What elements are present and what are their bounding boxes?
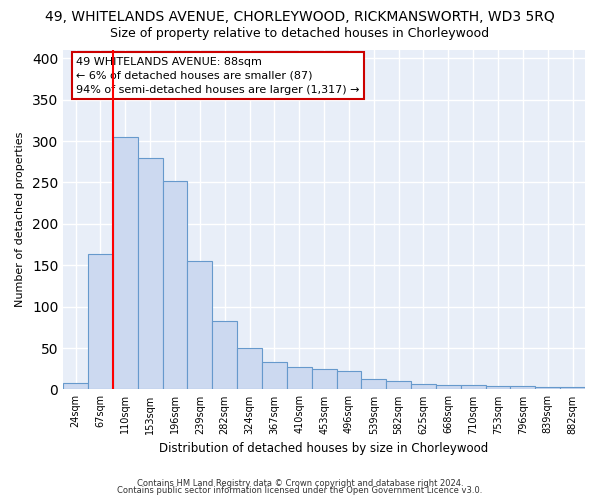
Bar xyxy=(212,320,237,390)
Bar xyxy=(485,386,511,390)
Bar xyxy=(287,367,311,390)
Bar xyxy=(461,386,485,390)
Y-axis label: Number of detached properties: Number of detached properties xyxy=(15,132,25,308)
Bar xyxy=(337,371,361,390)
Text: Contains public sector information licensed under the Open Government Licence v3: Contains public sector information licen… xyxy=(118,486,482,495)
Bar xyxy=(237,348,262,390)
Bar xyxy=(535,387,560,390)
Bar xyxy=(311,368,337,390)
Bar xyxy=(560,387,585,390)
Bar xyxy=(511,386,535,390)
Text: Contains HM Land Registry data © Crown copyright and database right 2024.: Contains HM Land Registry data © Crown c… xyxy=(137,478,463,488)
Text: 49, WHITELANDS AVENUE, CHORLEYWOOD, RICKMANSWORTH, WD3 5RQ: 49, WHITELANDS AVENUE, CHORLEYWOOD, RICK… xyxy=(45,10,555,24)
Bar xyxy=(436,386,461,390)
Bar xyxy=(63,383,88,390)
Text: 49 WHITELANDS AVENUE: 88sqm
← 6% of detached houses are smaller (87)
94% of semi: 49 WHITELANDS AVENUE: 88sqm ← 6% of deta… xyxy=(76,56,359,94)
Bar xyxy=(361,378,386,390)
Bar xyxy=(187,261,212,390)
Text: Size of property relative to detached houses in Chorleywood: Size of property relative to detached ho… xyxy=(110,28,490,40)
Bar xyxy=(411,384,436,390)
Bar xyxy=(113,137,138,390)
Bar xyxy=(88,254,113,390)
Bar xyxy=(262,362,287,390)
X-axis label: Distribution of detached houses by size in Chorleywood: Distribution of detached houses by size … xyxy=(160,442,489,455)
Bar xyxy=(138,158,163,390)
Bar xyxy=(163,181,187,390)
Bar xyxy=(386,381,411,390)
